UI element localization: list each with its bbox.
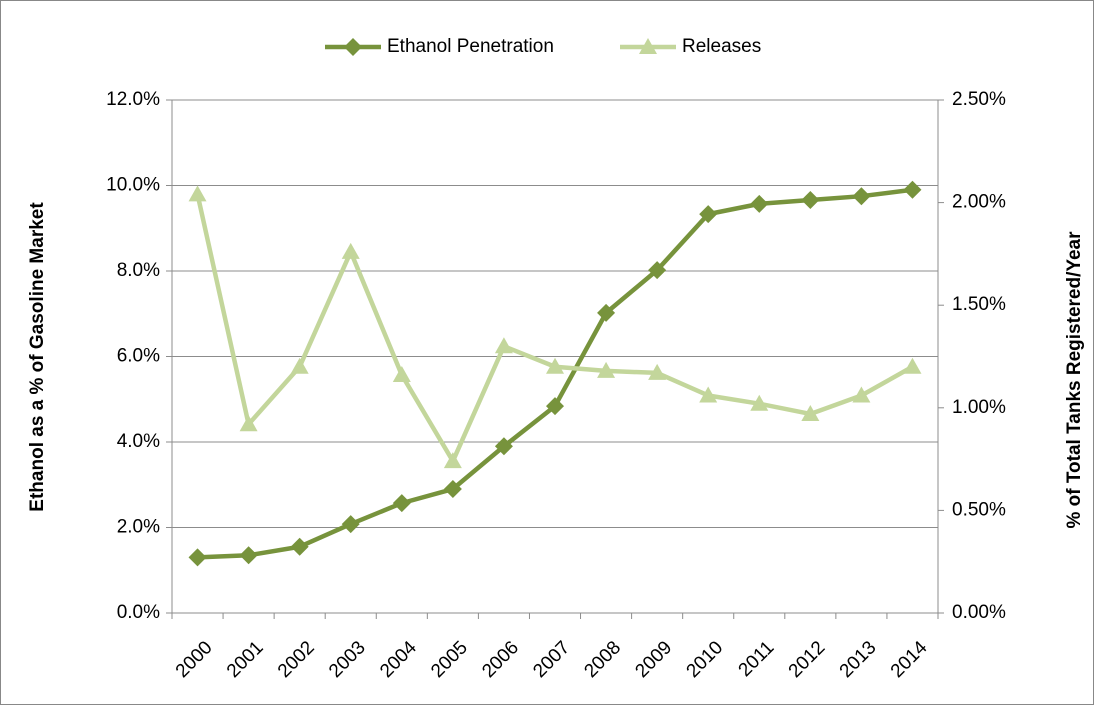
data-point — [648, 261, 667, 280]
data-point — [699, 205, 718, 224]
data-point — [852, 386, 871, 403]
data-point — [290, 357, 309, 374]
y2-tick-label: 2.50% — [952, 89, 1006, 110]
data-point — [903, 180, 922, 199]
legend-label: Releases — [682, 36, 761, 57]
data-point — [392, 365, 411, 382]
y-tick-label: 4.0% — [117, 431, 160, 452]
data-point — [597, 303, 616, 322]
y2-tick-label: 0.00% — [952, 602, 1006, 623]
data-point — [443, 452, 462, 469]
y-tick-label: 0.0% — [117, 602, 160, 623]
data-point — [801, 191, 820, 210]
y-tick-label: 2.0% — [117, 517, 160, 538]
data-point — [750, 194, 769, 213]
data-point — [801, 404, 820, 421]
legend-label: Ethanol Penetration — [387, 36, 554, 57]
y-tick-label: 12.0% — [106, 89, 160, 110]
data-point — [494, 437, 513, 456]
data-point — [239, 415, 258, 432]
y-tick-label: 8.0% — [117, 260, 160, 281]
data-point — [639, 38, 657, 54]
data-point — [903, 357, 922, 374]
y2-tick-label: 2.00% — [952, 192, 1006, 213]
data-point — [494, 337, 513, 354]
data-point — [341, 515, 360, 534]
data-point — [648, 363, 667, 380]
data-point — [750, 394, 769, 411]
data-point — [344, 38, 362, 56]
data-point — [392, 494, 411, 513]
data-point — [597, 361, 616, 378]
data-point — [188, 548, 207, 567]
y-tick-label: 6.0% — [117, 346, 160, 367]
data-point — [239, 546, 258, 565]
y2-axis-title: % of Total Tanks Registered/Year — [1064, 231, 1085, 529]
y2-tick-label: 1.00% — [952, 397, 1006, 418]
data-point — [188, 185, 207, 202]
data-point — [546, 397, 564, 416]
y2-tick-label: 0.50% — [952, 499, 1006, 520]
data-point — [699, 386, 718, 403]
data-point — [341, 242, 360, 259]
y-tick-label: 10.0% — [106, 175, 160, 196]
data-point — [443, 480, 462, 499]
data-point — [852, 187, 871, 206]
data-point — [290, 537, 309, 556]
y-axis-title: Ethanol as a % of Gasoline Market — [27, 202, 48, 512]
data-point — [546, 357, 564, 374]
y2-tick-label: 1.50% — [952, 294, 1006, 315]
